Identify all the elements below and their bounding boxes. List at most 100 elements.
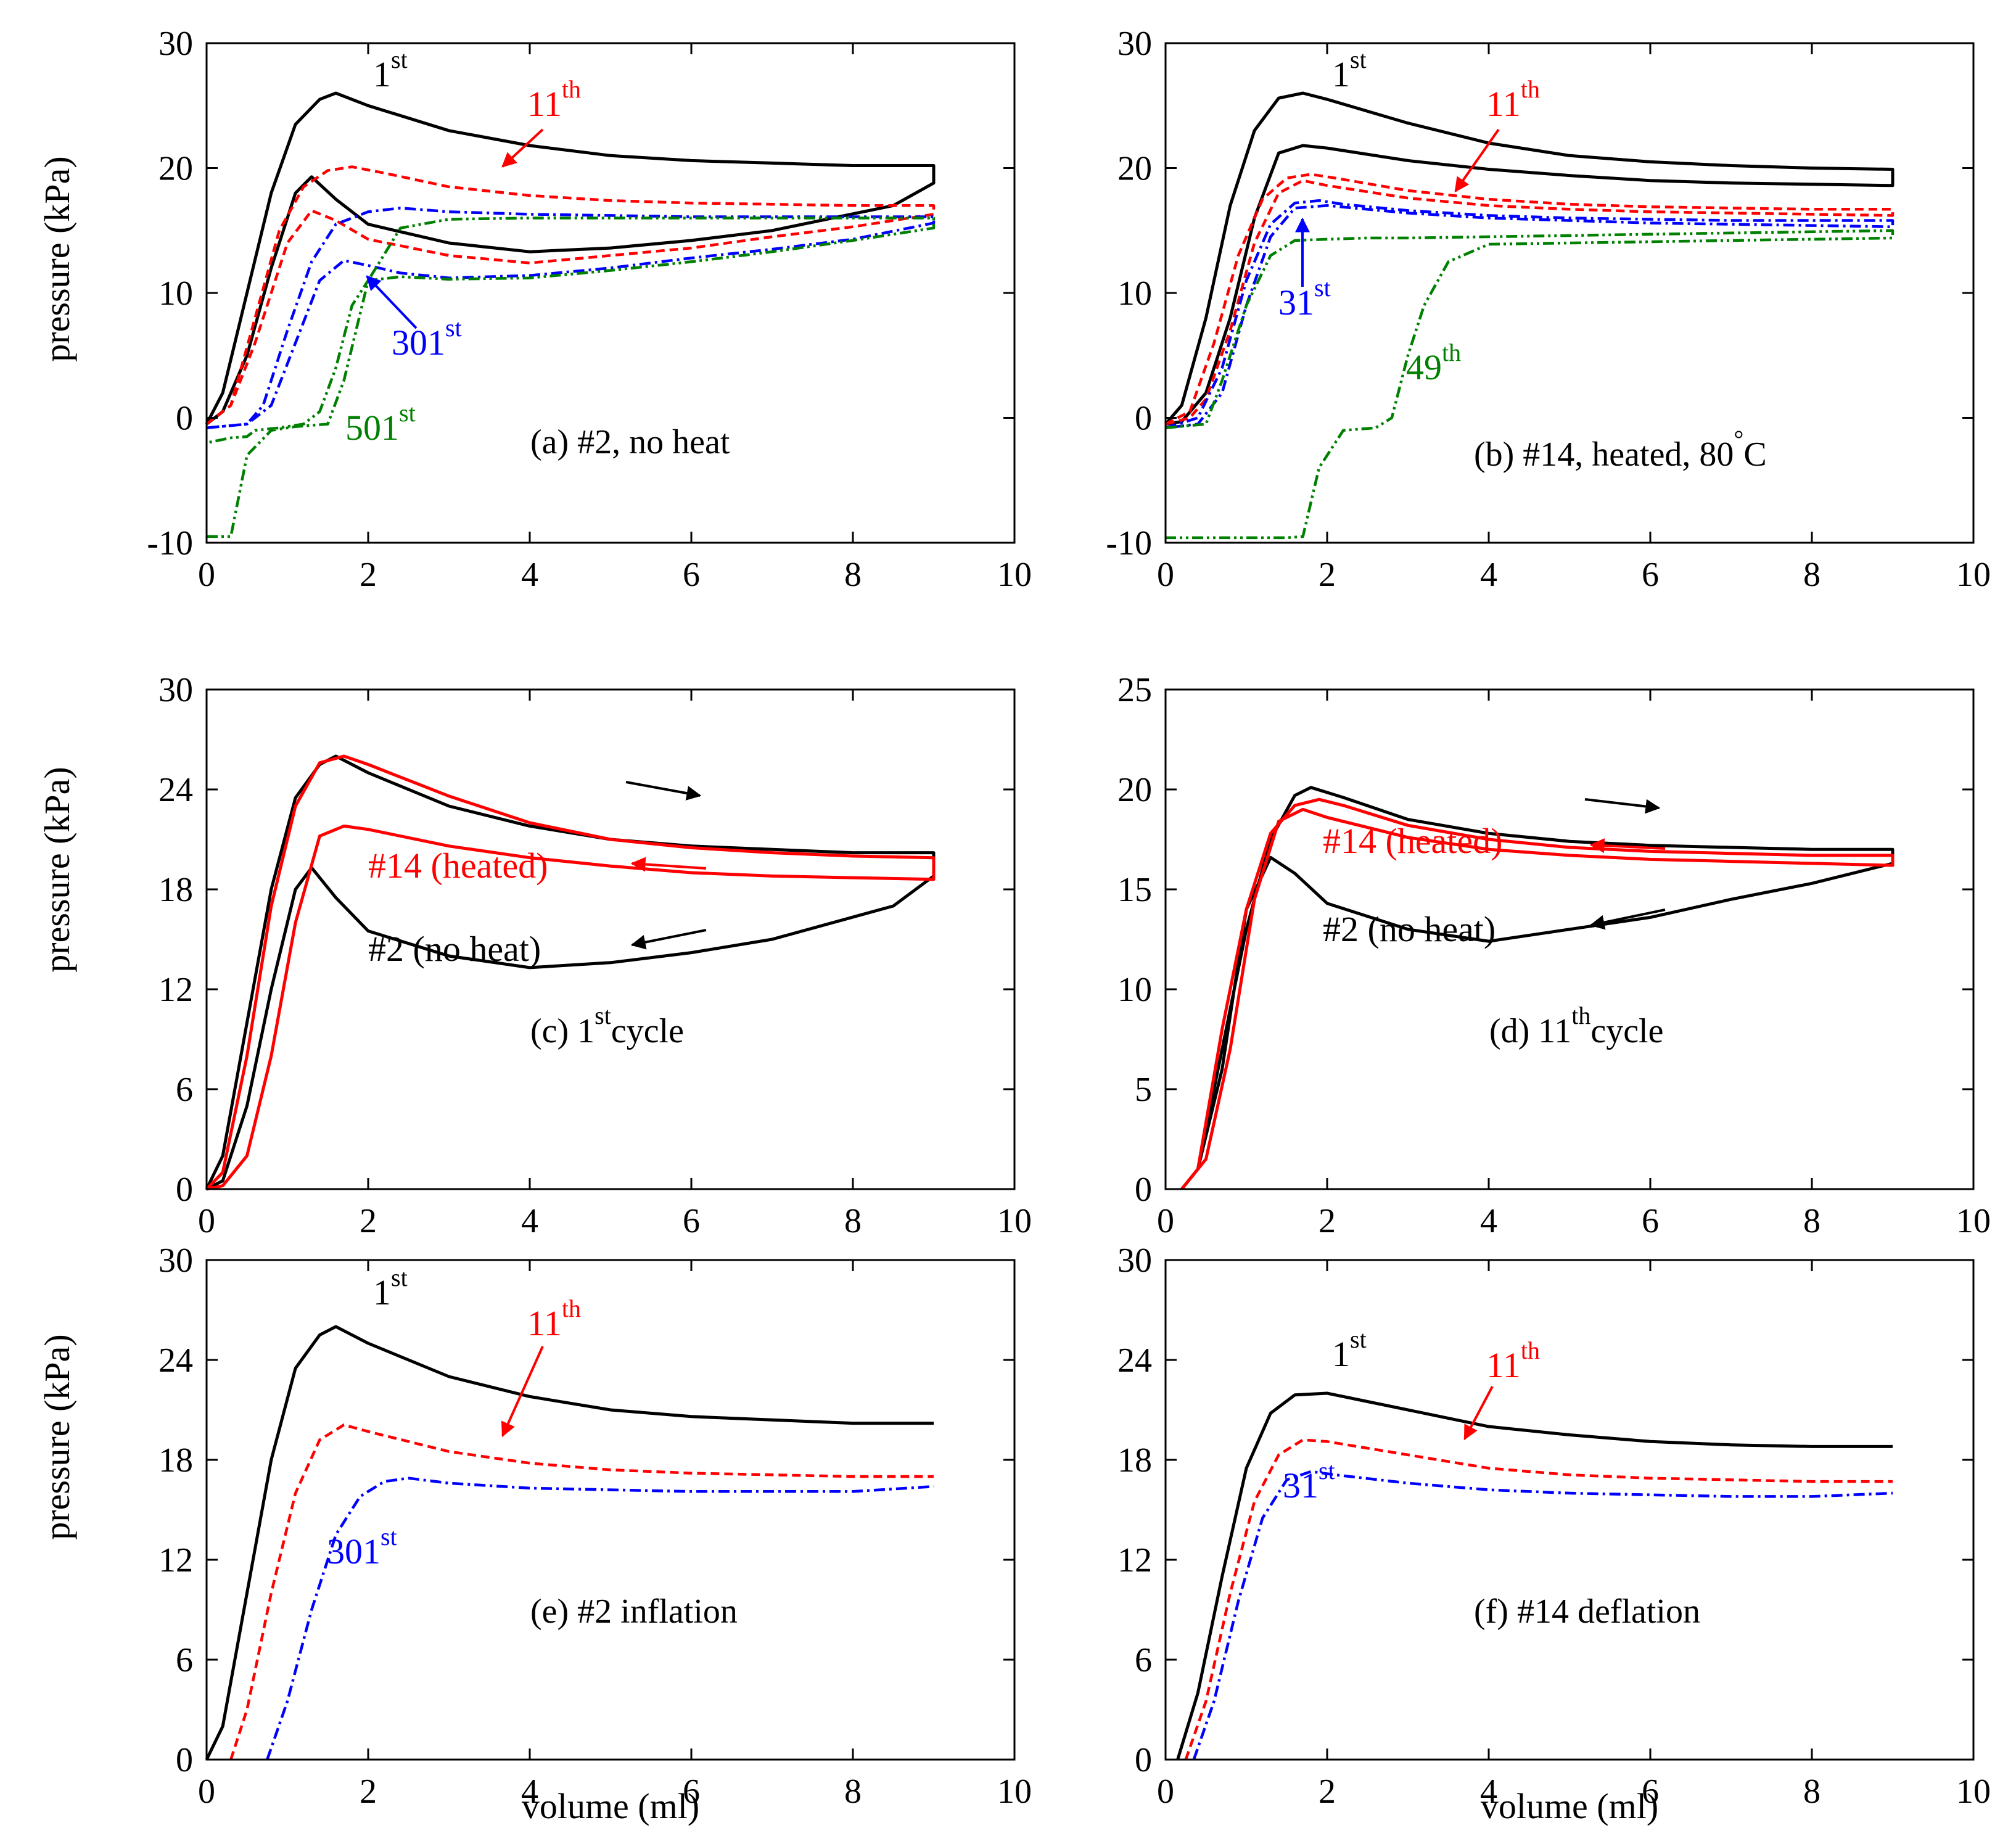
panel-c-series-1 xyxy=(205,754,936,1191)
panel-a-xtick-label: 10 xyxy=(997,556,1032,594)
panel-d-ytick-label: 25 xyxy=(1117,671,1152,709)
panel-f-xtick-label: 8 xyxy=(1803,1773,1821,1811)
panel-c-ytick-label: 18 xyxy=(158,871,193,909)
y-axis-title-c: pressure (kPa) xyxy=(37,767,77,972)
panel-a-label-501st: 501st xyxy=(345,399,416,448)
panel-a-series-1 xyxy=(205,165,936,426)
panel-a-ytick-label: -10 xyxy=(147,524,193,562)
panel-c-frame xyxy=(205,688,1016,1190)
panel-a-frame xyxy=(205,42,1016,544)
panel-c-ytick-label: 12 xyxy=(158,971,193,1009)
panel-d-frame xyxy=(1164,688,1975,1190)
panel-e-ytick-label: 24 xyxy=(158,1341,193,1380)
panel-d-arrow-right xyxy=(1584,798,1661,814)
panel-e-xtick-label: 2 xyxy=(360,1773,377,1811)
panel-e-label-1st: 1st xyxy=(373,1264,408,1312)
panel-d-label-heated: #14 (heated) xyxy=(1323,821,1502,861)
panel-c-xtick-label: 0 xyxy=(198,1202,215,1240)
panel-e-series-1 xyxy=(229,1423,934,1760)
panel-b-series-0 xyxy=(1164,91,1895,426)
panel-b-xtick-label: 6 xyxy=(1642,556,1659,594)
panel-e-ytick-label: 12 xyxy=(158,1541,193,1579)
panel-e-series-0 xyxy=(205,1325,934,1761)
panel-f-xtick-label: 10 xyxy=(1956,1773,1991,1811)
panel-b-ytick-label: 10 xyxy=(1117,274,1152,313)
panel-c-xtick-label: 2 xyxy=(360,1202,377,1240)
panel-d-xtick-label: 6 xyxy=(1642,1202,1659,1240)
panel-c-xtick-label: 8 xyxy=(844,1202,862,1240)
panel-c-label-noheat: #2 (no heat) xyxy=(368,929,541,969)
panel-a-ytick-label: 30 xyxy=(158,25,193,63)
panel-d-xtick-label: 0 xyxy=(1157,1202,1174,1240)
panel-f-ytick-label: 6 xyxy=(1135,1641,1152,1679)
panel-c-label-heated: #14 (heated) xyxy=(368,846,548,886)
panel-b-ytick-label: 30 xyxy=(1117,25,1152,63)
panel-d-ytick-label: 15 xyxy=(1117,871,1152,909)
panel-b-xtick-label: 2 xyxy=(1319,556,1336,594)
panel-d-caption: (d) 11thcycle xyxy=(1489,1002,1663,1050)
panel-b-xtick-label: 10 xyxy=(1956,556,1991,594)
panel-c-ytick-label: 30 xyxy=(158,671,193,709)
panel-a-caption: (a) #2, no heat xyxy=(530,423,730,461)
panel-d-ytick-label: 20 xyxy=(1117,771,1152,809)
panel-b-label-11th: 11th xyxy=(1486,75,1540,124)
panel-c-xtick-label: 10 xyxy=(997,1202,1032,1240)
panel-d-ytick-label: 0 xyxy=(1135,1171,1152,1209)
panel-a-ytick-label: 10 xyxy=(158,274,193,313)
y-axis-title-e: pressure (kPa) xyxy=(37,1334,77,1539)
panel-e-xtick-label: 0 xyxy=(198,1773,215,1811)
panel-a-xtick-label: 0 xyxy=(198,556,215,594)
panel-a-xtick-label: 6 xyxy=(683,556,700,594)
panel-b-ytick-label: 20 xyxy=(1117,150,1152,188)
panel-c-xtick-label: 6 xyxy=(683,1202,700,1240)
panel-f-frame xyxy=(1164,1259,1975,1761)
panel-d-ytick-label: 10 xyxy=(1117,971,1152,1009)
panel-b-label-31st: 31st xyxy=(1278,274,1331,323)
panel-a-ytick-label: 20 xyxy=(158,150,193,188)
panel-a-series-2 xyxy=(206,207,936,429)
panel-b-label-49th: 49th xyxy=(1406,339,1461,387)
panel-f-caption: (f) #14 deflation xyxy=(1474,1592,1700,1631)
panel-f-series-2 xyxy=(1192,1470,1893,1760)
panel-e-xtick-label: 4 xyxy=(521,1773,538,1811)
panel-b-arrow-11th xyxy=(1454,128,1500,192)
panel-e-label-301st: 301st xyxy=(327,1523,397,1571)
panel-d-label-noheat: #2 (no heat) xyxy=(1323,909,1496,949)
panel-f-xtick-label: 0 xyxy=(1157,1773,1174,1811)
panel-f-ytick-label: 12 xyxy=(1117,1541,1152,1579)
panel-a-label-301st: 301st xyxy=(392,314,462,363)
panel-b-label-1st: 1st xyxy=(1332,46,1367,94)
panel-c-arrow-left-black xyxy=(630,929,707,950)
panel-c-ytick-label: 0 xyxy=(176,1171,193,1209)
panel-a-label-11th: 11th xyxy=(527,75,581,124)
panel-e-xtick-label: 10 xyxy=(997,1773,1032,1811)
panel-e-ytick-label: 0 xyxy=(176,1741,193,1779)
panel-a-xtick-label: 8 xyxy=(844,556,862,594)
panel-d-plot: 0 2 4 6 8 10 0 5 10 15 20 25 xyxy=(1117,671,1991,1240)
panel-b-series-2 xyxy=(1165,199,1895,429)
panel-e-arrow-11th xyxy=(501,1346,544,1438)
panel-e-xtick-label: 8 xyxy=(844,1773,862,1811)
panel-f-label-31st: 31st xyxy=(1283,1457,1335,1505)
panel-a-xtick-label: 2 xyxy=(360,556,377,594)
panel-f-ytick-label: 30 xyxy=(1117,1242,1152,1280)
panel-e-ytick-label: 6 xyxy=(176,1641,193,1679)
panel-b-xtick-label: 8 xyxy=(1803,556,1821,594)
panel-d-xtick-label: 8 xyxy=(1803,1202,1821,1240)
panel-d-arrow-left-red xyxy=(1589,838,1666,854)
panel-f-ytick-label: 24 xyxy=(1117,1341,1152,1380)
panel-c-arrow-right xyxy=(625,781,702,801)
panel-f-series-0 xyxy=(1176,1391,1893,1760)
panel-b-xtick-label: 4 xyxy=(1480,556,1497,594)
panel-a-label-1st: 1st xyxy=(373,46,408,94)
